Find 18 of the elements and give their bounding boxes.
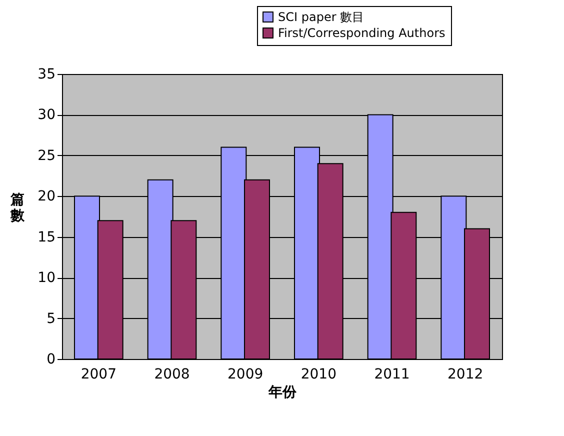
y-tick-label: 5: [46, 310, 56, 327]
y-axis-title: 篇數: [10, 192, 26, 224]
y-tick-label: 30: [38, 107, 56, 124]
x-tick-label: 2010: [300, 366, 336, 382]
x-tick-label: 2011: [374, 366, 410, 382]
y-tick-label: 35: [38, 66, 56, 82]
x-tick-label: 2012: [448, 366, 484, 382]
legend-label: SCI paper 數目: [278, 10, 364, 24]
y-tick-label: 10: [38, 270, 56, 286]
x-tick-label: 2007: [80, 366, 116, 382]
y-tick-label: 20: [38, 188, 56, 205]
x-tick-label: 2009: [228, 366, 264, 382]
x-axis-title: 年份: [268, 384, 298, 400]
x-tick-label: 2008: [154, 366, 190, 382]
y-tick-label: 15: [38, 229, 56, 246]
y-tick-label: 25: [38, 148, 56, 164]
y-tick-label: 0: [46, 352, 56, 368]
legend-label: First/Corresponding Authors: [278, 26, 446, 40]
